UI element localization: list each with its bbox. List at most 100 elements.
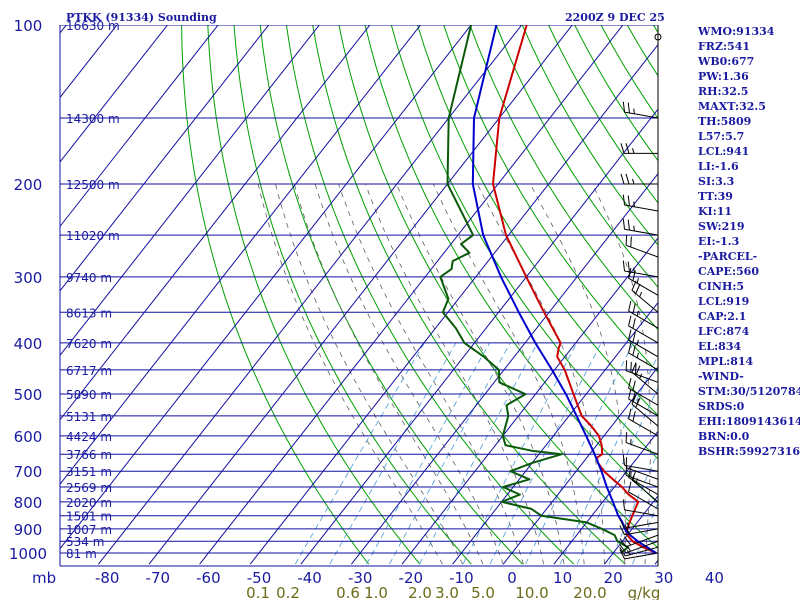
temperature-tick-label: 0 <box>507 569 517 587</box>
wind-barb <box>622 499 659 517</box>
height-label: 9740 m <box>66 271 112 285</box>
wind-barb <box>622 218 659 236</box>
dry-adiabat-line <box>207 25 421 565</box>
pressure-unit-label: mb <box>32 569 56 587</box>
wind-barb <box>628 408 659 437</box>
pressure-label: 800 <box>14 494 43 512</box>
index-line: LCL:941 <box>698 145 749 158</box>
index-line: CAP:2.1 <box>698 310 746 323</box>
wind-barb <box>628 300 659 329</box>
isotherm-line <box>249 43 658 565</box>
index-line: SI:3.3 <box>698 175 734 188</box>
isotherm-line <box>60 25 422 486</box>
index-line: TH:5809 <box>698 115 751 128</box>
mixing-ratio-line <box>294 342 425 565</box>
mixing-ratio-line <box>329 342 457 565</box>
height-label: 2569 m <box>66 481 112 495</box>
temperature-tick-label: 10 <box>553 569 572 587</box>
moist-adiabat-line <box>476 183 605 565</box>
index-line: LI:-1.6 <box>698 160 739 173</box>
pressure-label: 400 <box>14 335 43 353</box>
mixing-ratio-line <box>419 342 538 565</box>
isotherm-line <box>60 25 270 292</box>
index-line: EI:-1.3 <box>698 235 739 248</box>
height-label: 3766 m <box>66 448 112 462</box>
index-line: LFC:874 <box>698 325 750 338</box>
height-label: 14300 m <box>66 112 120 126</box>
pressure-label: 100 <box>14 17 43 35</box>
mixing-ratio-line <box>462 342 578 565</box>
moist-adiabat-line <box>293 183 484 565</box>
temperature-tick-label: 40 <box>705 569 724 587</box>
wind-barb <box>628 342 659 371</box>
wind-barb <box>619 540 659 554</box>
wind-barb <box>622 260 659 278</box>
index-line: RH:32.5 <box>698 85 748 98</box>
temperature-tick-label: 30 <box>654 569 673 587</box>
mixing-ratio-line <box>525 342 634 565</box>
index-line: BSHR:5992731629 <box>698 445 800 458</box>
wind-barb <box>625 234 659 258</box>
mixing-ratio-label: 2.0 <box>408 584 432 600</box>
dry-adiabat-line <box>521 25 658 246</box>
dry-adiabat-line <box>469 25 658 331</box>
index-line: PW:1.36 <box>698 70 749 83</box>
index-line: BRN:0.0 <box>698 430 750 443</box>
isotherm-line <box>60 25 320 357</box>
moist-adiabat-line <box>365 183 545 565</box>
isotherm-line <box>148 25 573 565</box>
pressure-label: 600 <box>14 428 43 446</box>
station-title: PTKK (91334) Sounding <box>66 11 217 24</box>
pressure-label: 300 <box>14 269 43 287</box>
height-label: 8613 m <box>66 306 112 320</box>
moist-adiabat-line <box>314 183 504 565</box>
pressure-label: 900 <box>14 521 43 539</box>
mixing-ratio-line <box>576 386 658 565</box>
isotherm-line <box>502 366 658 565</box>
index-line: MAXT:32.5 <box>698 100 766 113</box>
height-label: 534 m <box>66 535 104 549</box>
height-label: 81 m <box>66 547 97 561</box>
mixing-ratio-line <box>366 342 490 565</box>
temperature-tick-label: -20 <box>399 569 424 587</box>
wind-barb <box>622 454 659 472</box>
index-line: TT:39 <box>698 190 733 203</box>
height-label: 1007 m <box>66 523 112 537</box>
pressure-label: 700 <box>14 463 43 481</box>
wind-barb <box>620 173 658 185</box>
height-label: 3151 m <box>66 465 112 479</box>
isotherm-line <box>351 172 658 565</box>
wind-barb <box>628 388 659 417</box>
index-line: CAPE:560 <box>698 265 759 278</box>
isotherm-line <box>199 25 624 565</box>
mixing-ratio-unit-label: g/kg <box>628 584 661 600</box>
mixing-ratio-line <box>608 451 658 565</box>
isotherm-line <box>60 25 169 163</box>
index-line: SRDS:0 <box>698 400 745 413</box>
mixing-ratio-label: 5.0 <box>471 584 495 600</box>
wind-barb <box>628 267 659 296</box>
isotherm-line <box>98 25 523 565</box>
moist-adiabat-line <box>396 183 565 565</box>
isotherm-line <box>60 25 219 228</box>
mixing-ratio-label: 1.0 <box>364 584 388 600</box>
wind-barb <box>620 143 658 154</box>
temperature-tick-label: -40 <box>297 569 322 587</box>
wind-barb <box>628 315 659 344</box>
height-label: 6717 m <box>66 364 112 378</box>
height-label: 5131 m <box>66 410 112 424</box>
pressure-label: 1000 <box>9 545 47 563</box>
temperature-tick-label: -80 <box>95 569 120 587</box>
dry-adiabat-line <box>417 25 658 417</box>
temperature-tick-label: -70 <box>146 569 171 587</box>
moist-adiabat-line <box>432 183 585 565</box>
pressure-label: 200 <box>14 176 43 194</box>
temperature-profile-line <box>492 25 657 554</box>
temperature-tick-label: -30 <box>348 569 373 587</box>
wind-barb <box>622 194 659 212</box>
valid-time: 2200Z 9 DEC 25 <box>565 11 665 24</box>
isotherm-line <box>60 25 472 550</box>
index-line: KI:11 <box>698 205 732 218</box>
